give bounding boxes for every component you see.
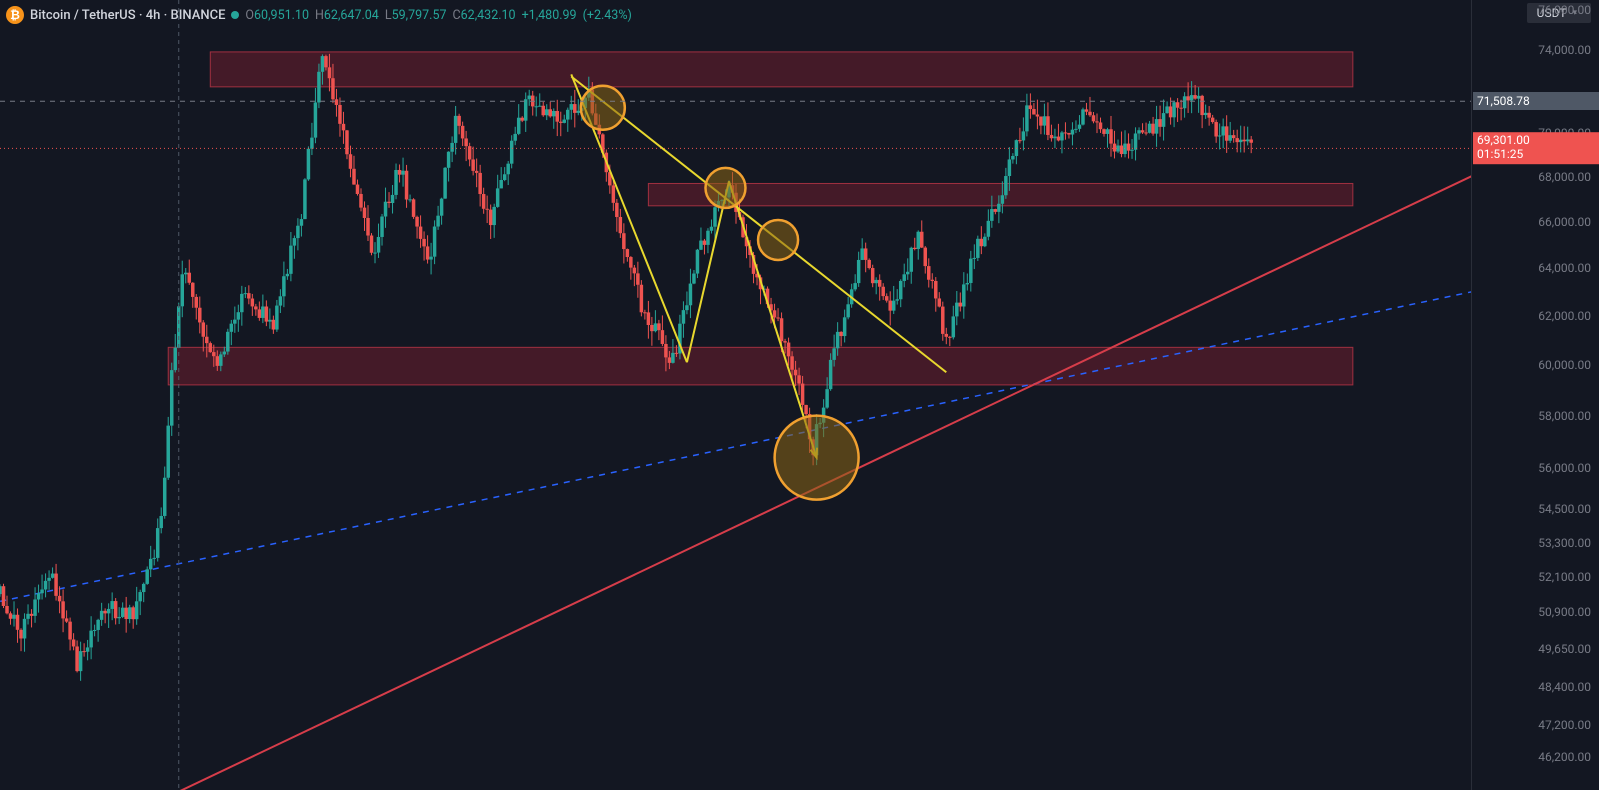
chart-pane[interactable] [0, 0, 1472, 790]
ohlc-readout: O60,951.10 H62,647.04 L59,797.57 C62,432… [245, 8, 631, 23]
market-status-dot [231, 11, 239, 19]
ohlc-close: 62,432.10 [461, 8, 516, 23]
highlight-circle-3[interactable] [775, 416, 859, 500]
chart-svg[interactable] [0, 0, 1472, 790]
ohlc-change-abs: +1,480.99 [522, 8, 577, 23]
symbol-name: Bitcoin / TetherUS [30, 8, 136, 23]
exchange-label: BINANCE [171, 8, 226, 23]
last-price-value: 69,301.00 [1477, 135, 1595, 149]
highlight-circle-1[interactable] [705, 168, 745, 208]
price-tick: 58,000.00 [1538, 409, 1591, 423]
price-tick: 52,100.00 [1538, 570, 1591, 584]
symbol-title[interactable]: Bitcoin / TetherUS · 4h · BINANCE [30, 8, 225, 23]
zone-mid-resistance[interactable] [648, 183, 1352, 205]
zone-lower-support[interactable] [168, 347, 1353, 385]
ohlc-high: 62,647.04 [324, 8, 379, 23]
price-tick: 48,400.00 [1538, 680, 1591, 694]
ohlc-low: 59,797.57 [392, 8, 447, 23]
price-tick: 56,000.00 [1538, 461, 1591, 475]
highlight-circle-2[interactable] [758, 220, 798, 260]
chart-header: ₿ Bitcoin / TetherUS · 4h · BINANCE O60,… [0, 0, 1599, 30]
price-tick: 62,000.00 [1538, 309, 1591, 323]
price-tick: 64,000.00 [1538, 261, 1591, 275]
interval-label: 4h [146, 8, 161, 23]
ohlc-open: 60,951.10 [254, 8, 309, 23]
ohlc-change-pct: (+2.43%) [583, 8, 632, 23]
pattern-line-3[interactable] [571, 76, 946, 372]
price-tick: 68,000.00 [1538, 170, 1591, 184]
crosshair-price-badge: 71,508.78 [1473, 92, 1599, 110]
price-tick: 54,500.00 [1538, 502, 1591, 516]
trendline-blue-dash[interactable] [0, 284, 1472, 608]
price-axis[interactable]: 76,000.0074,000.00+71,508.7870,000.0069,… [1471, 0, 1599, 790]
countdown-timer: 01:51:25 [1477, 148, 1595, 162]
price-tick: 50,900.00 [1538, 605, 1591, 619]
price-tick: 47,200.00 [1538, 718, 1591, 732]
symbol-icon: ₿ [6, 6, 24, 24]
price-tick: 53,300.00 [1538, 536, 1591, 550]
highlight-circle-0[interactable] [581, 86, 625, 130]
price-tick: 66,000.00 [1538, 215, 1591, 229]
price-tick: 46,200.00 [1538, 750, 1591, 764]
price-tick: 60,000.00 [1538, 358, 1591, 372]
price-tick: 74,000.00 [1538, 43, 1591, 57]
zone-upper-resistance[interactable] [210, 52, 1353, 87]
price-tick: 49,650.00 [1538, 642, 1591, 656]
last-price-badge: 69,301.0001:51:25 [1473, 133, 1599, 165]
